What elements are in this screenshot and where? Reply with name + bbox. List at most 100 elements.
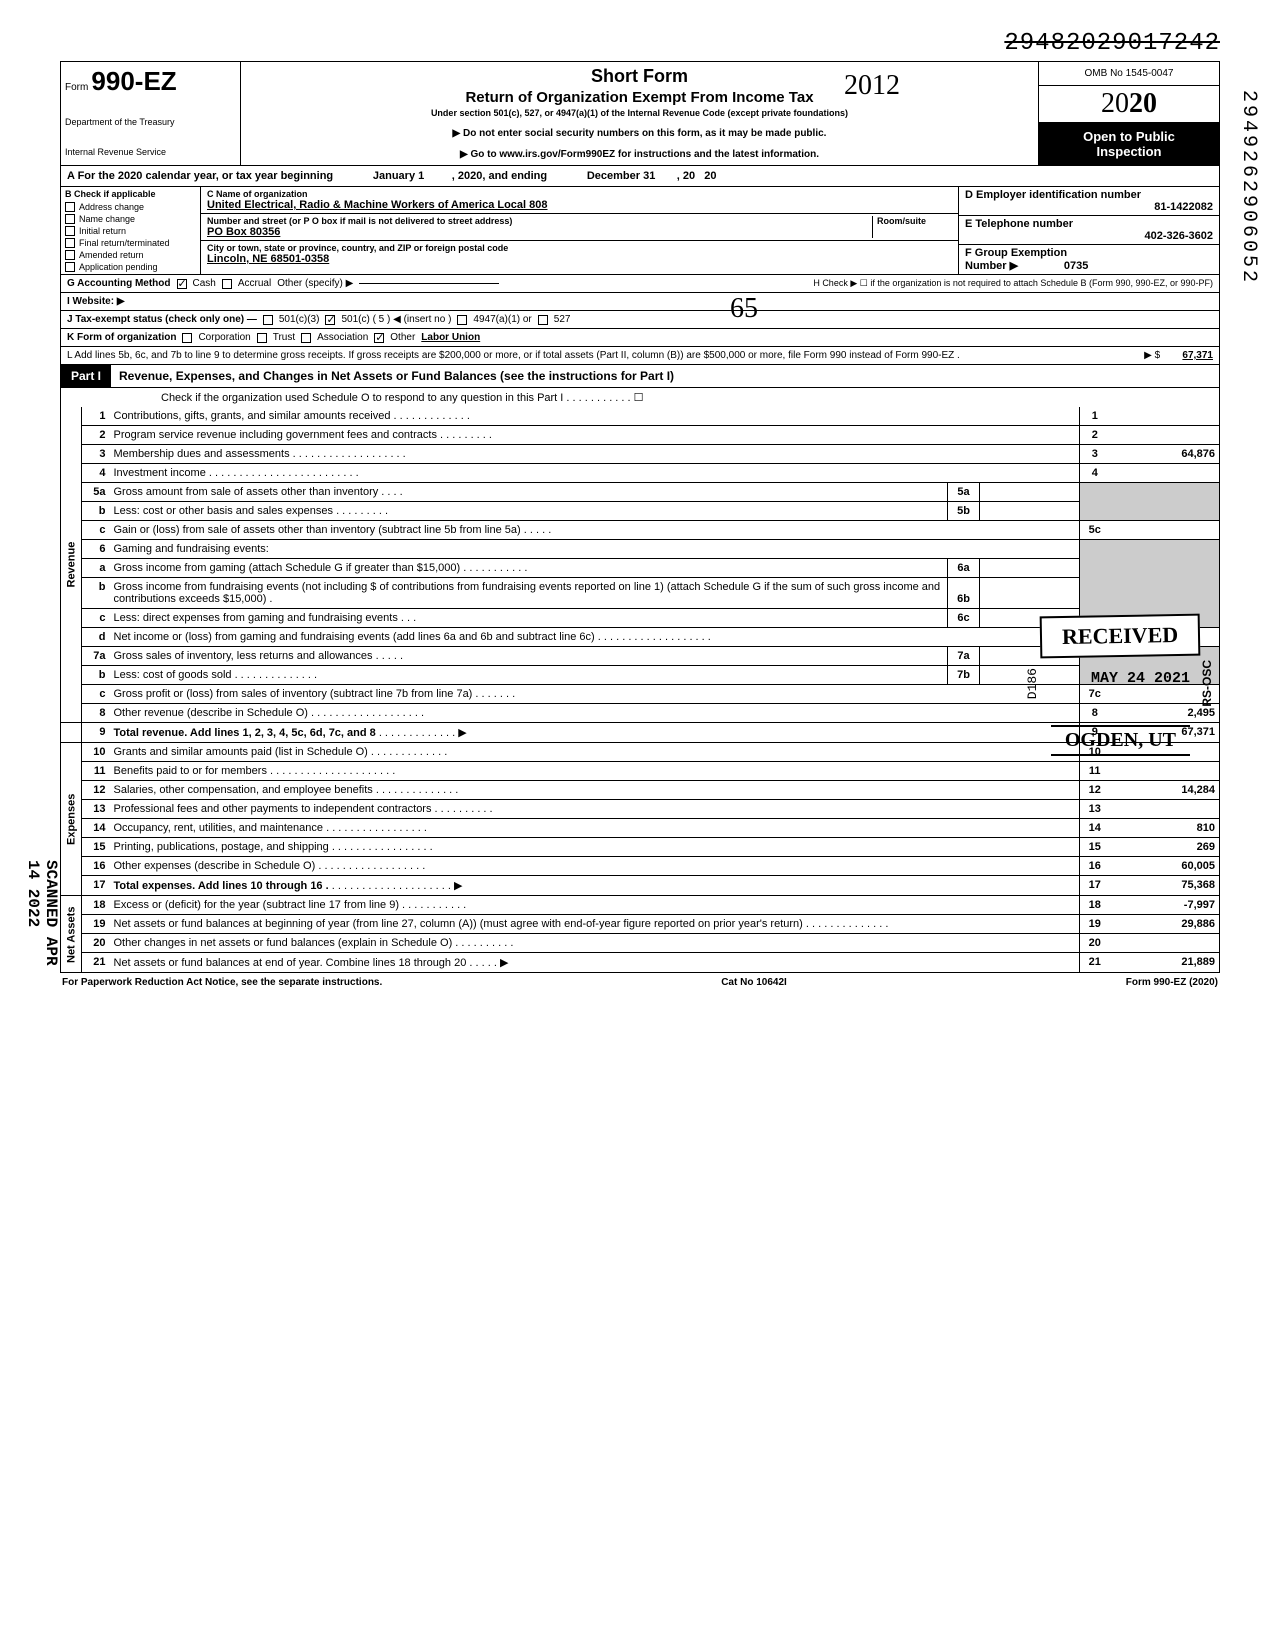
line-5a-mini: 5a [948,483,980,502]
addr-value: PO Box 80356 [207,226,872,238]
line-3-desc: Membership dues and assessments [114,448,290,460]
check-corp[interactable] [182,333,192,343]
check-name[interactable] [65,214,75,224]
line-7b-mini: 7b [948,666,980,685]
line-8-desc: Other revenue (describe in Schedule O) . [114,707,315,719]
part1-title: Revenue, Expenses, and Changes in Net As… [111,365,1219,387]
line-20-num: 20 [1080,934,1110,953]
line-6c-desc: Less: direct expenses from gaming and fu… [114,612,398,624]
accounting-label: G Accounting Method [67,278,171,289]
line-7a-desc: Gross sales of inventory, less returns a… [114,650,373,662]
col-b-checks: B Check if applicable Address change Nam… [61,187,201,274]
org-name-label: C Name of organization [207,189,952,199]
stamp-65: 65 [730,293,758,325]
check-initial[interactable] [65,226,75,236]
netassets-label: Net Assets [61,896,82,973]
line-6-desc: Gaming and fundraising events: [110,540,1080,559]
d186-stamp: D186 [1025,668,1040,699]
check-other-org[interactable] [374,333,384,343]
other-org-value: Labor Union [421,332,480,343]
col-de: D Employer identification number81-14220… [959,187,1219,274]
part1-sub: Check if the organization used Schedule … [60,388,1220,407]
struck-number: 29482029017242 [1004,30,1220,57]
received-stamp: RECEIVED [1040,614,1201,659]
line-16-amt: 60,005 [1110,857,1220,876]
line-5b-mini: 5b [948,502,980,521]
check-501c[interactable] [325,315,335,325]
ogden-stamp: OGDEN, UT [1051,725,1190,756]
line-5c-num: 5c [1080,521,1110,540]
line-15-desc: Printing, publications, postage, and shi… [114,841,335,853]
line-8-num: 8 [1080,704,1110,723]
scanned-stamp: SCANNED APR 14 2022 [24,860,60,992]
url-note: ▶ Go to www.irs.gov/Form990EZ for instru… [249,149,1030,160]
expenses-label: Expenses [61,743,82,896]
line-4-amt [1110,464,1220,483]
part1-tag: Part I [61,365,111,387]
info-grid: B Check if applicable Address change Nam… [60,187,1220,275]
check-assoc[interactable] [301,333,311,343]
row-l: L Add lines 5b, 6c, and 7b to line 9 to … [60,347,1220,365]
line-3-amt: 64,876 [1110,445,1220,464]
line-12-amt: 14,284 [1110,781,1220,800]
line-6b-desc: Gross income from fundraising events (no… [114,581,941,605]
line-21-amt: 21,889 [1110,953,1220,973]
line-13-desc: Professional fees and other payments to … [114,803,438,815]
line-15-amt: 269 [1110,838,1220,857]
line-19-amt: 29,886 [1110,915,1220,934]
row-l-text: L Add lines 5b, 6c, and 7b to line 9 to … [67,350,960,361]
check-trust[interactable] [257,333,267,343]
line-6c-mini: 6c [948,609,980,628]
line-19-desc: Net assets or fund balances at beginning… [114,918,803,930]
gross-receipts: 67,371 [1182,350,1213,361]
line-4-desc: Investment income [114,467,206,479]
phone-label: E Telephone number [965,218,1213,230]
side-number-stamp: 2949262906052 [1237,90,1260,285]
form-number: 990-EZ [91,66,176,96]
form-org-label: K Form of organization [67,332,176,343]
line-14-desc: Occupancy, rent, utilities, and maintena… [114,822,324,834]
phone-value: 402-326-3602 [965,230,1213,242]
open-public-1: Open to Public [1045,129,1213,144]
row-i: I Website: ▶ [60,293,1220,311]
line-12-num: 12 [1080,781,1110,800]
line-14-num: 14 [1080,819,1110,838]
row-k: K Form of organization Corporation Trust… [60,329,1220,347]
line-12-desc: Salaries, other compensation, and employ… [114,784,379,796]
line-16-desc: Other expenses (describe in Schedule O) … [114,860,322,872]
check-amended[interactable] [65,250,75,260]
check-address[interactable] [65,202,75,212]
line-18-desc: Excess or (deficit) for the year (subtra… [114,899,400,911]
line-16-num: 16 [1080,857,1110,876]
footer-right: Form 990-EZ (2020) [1126,977,1218,988]
open-public-2: Inspection [1045,144,1213,159]
tax-status-label: J Tax-exempt status (check only one) — [67,314,257,325]
line-17-amt: 75,368 [1110,876,1220,896]
line-17-num: 17 [1080,876,1110,896]
line-10-desc: Grants and similar amounts paid (list in… [114,746,368,758]
line-20-desc: Other changes in net assets or fund bala… [114,937,459,949]
check-527[interactable] [538,315,548,325]
check-501c3[interactable] [263,315,273,325]
line-2-amt [1110,426,1220,445]
line-2-num: 2 [1080,426,1110,445]
check-pending[interactable] [65,262,75,272]
dept-treasury: Department of the Treasury [65,117,236,127]
check-4947[interactable] [457,315,467,325]
form-header: Form 990-EZ Department of the Treasury I… [60,61,1220,166]
received-date: MAY 24 2021 [1091,670,1190,687]
city-value: Lincoln, NE 68501-0358 [207,253,952,265]
title-main: Short Form [249,66,1030,87]
check-accrual[interactable] [222,279,232,289]
ssn-note: ▶ Do not enter social security numbers o… [249,128,1030,139]
handwritten-year: 2012 [844,70,900,102]
rs-osc-stamp: RS-OSC [1200,660,1214,707]
line-6d-desc: Net income or (loss) from gaming and fun… [114,631,595,643]
line-5c-desc: Gain or (loss) from sale of assets other… [114,524,527,536]
form-prefix: Form [65,82,88,93]
check-cash[interactable] [177,279,187,289]
check-final[interactable] [65,238,75,248]
line-5b-desc: Less: cost or other basis and sales expe… [114,505,340,517]
line-5a-desc: Gross amount from sale of assets other t… [114,486,379,498]
main-table: Revenue 1Contributions, gifts, grants, a… [60,407,1220,973]
